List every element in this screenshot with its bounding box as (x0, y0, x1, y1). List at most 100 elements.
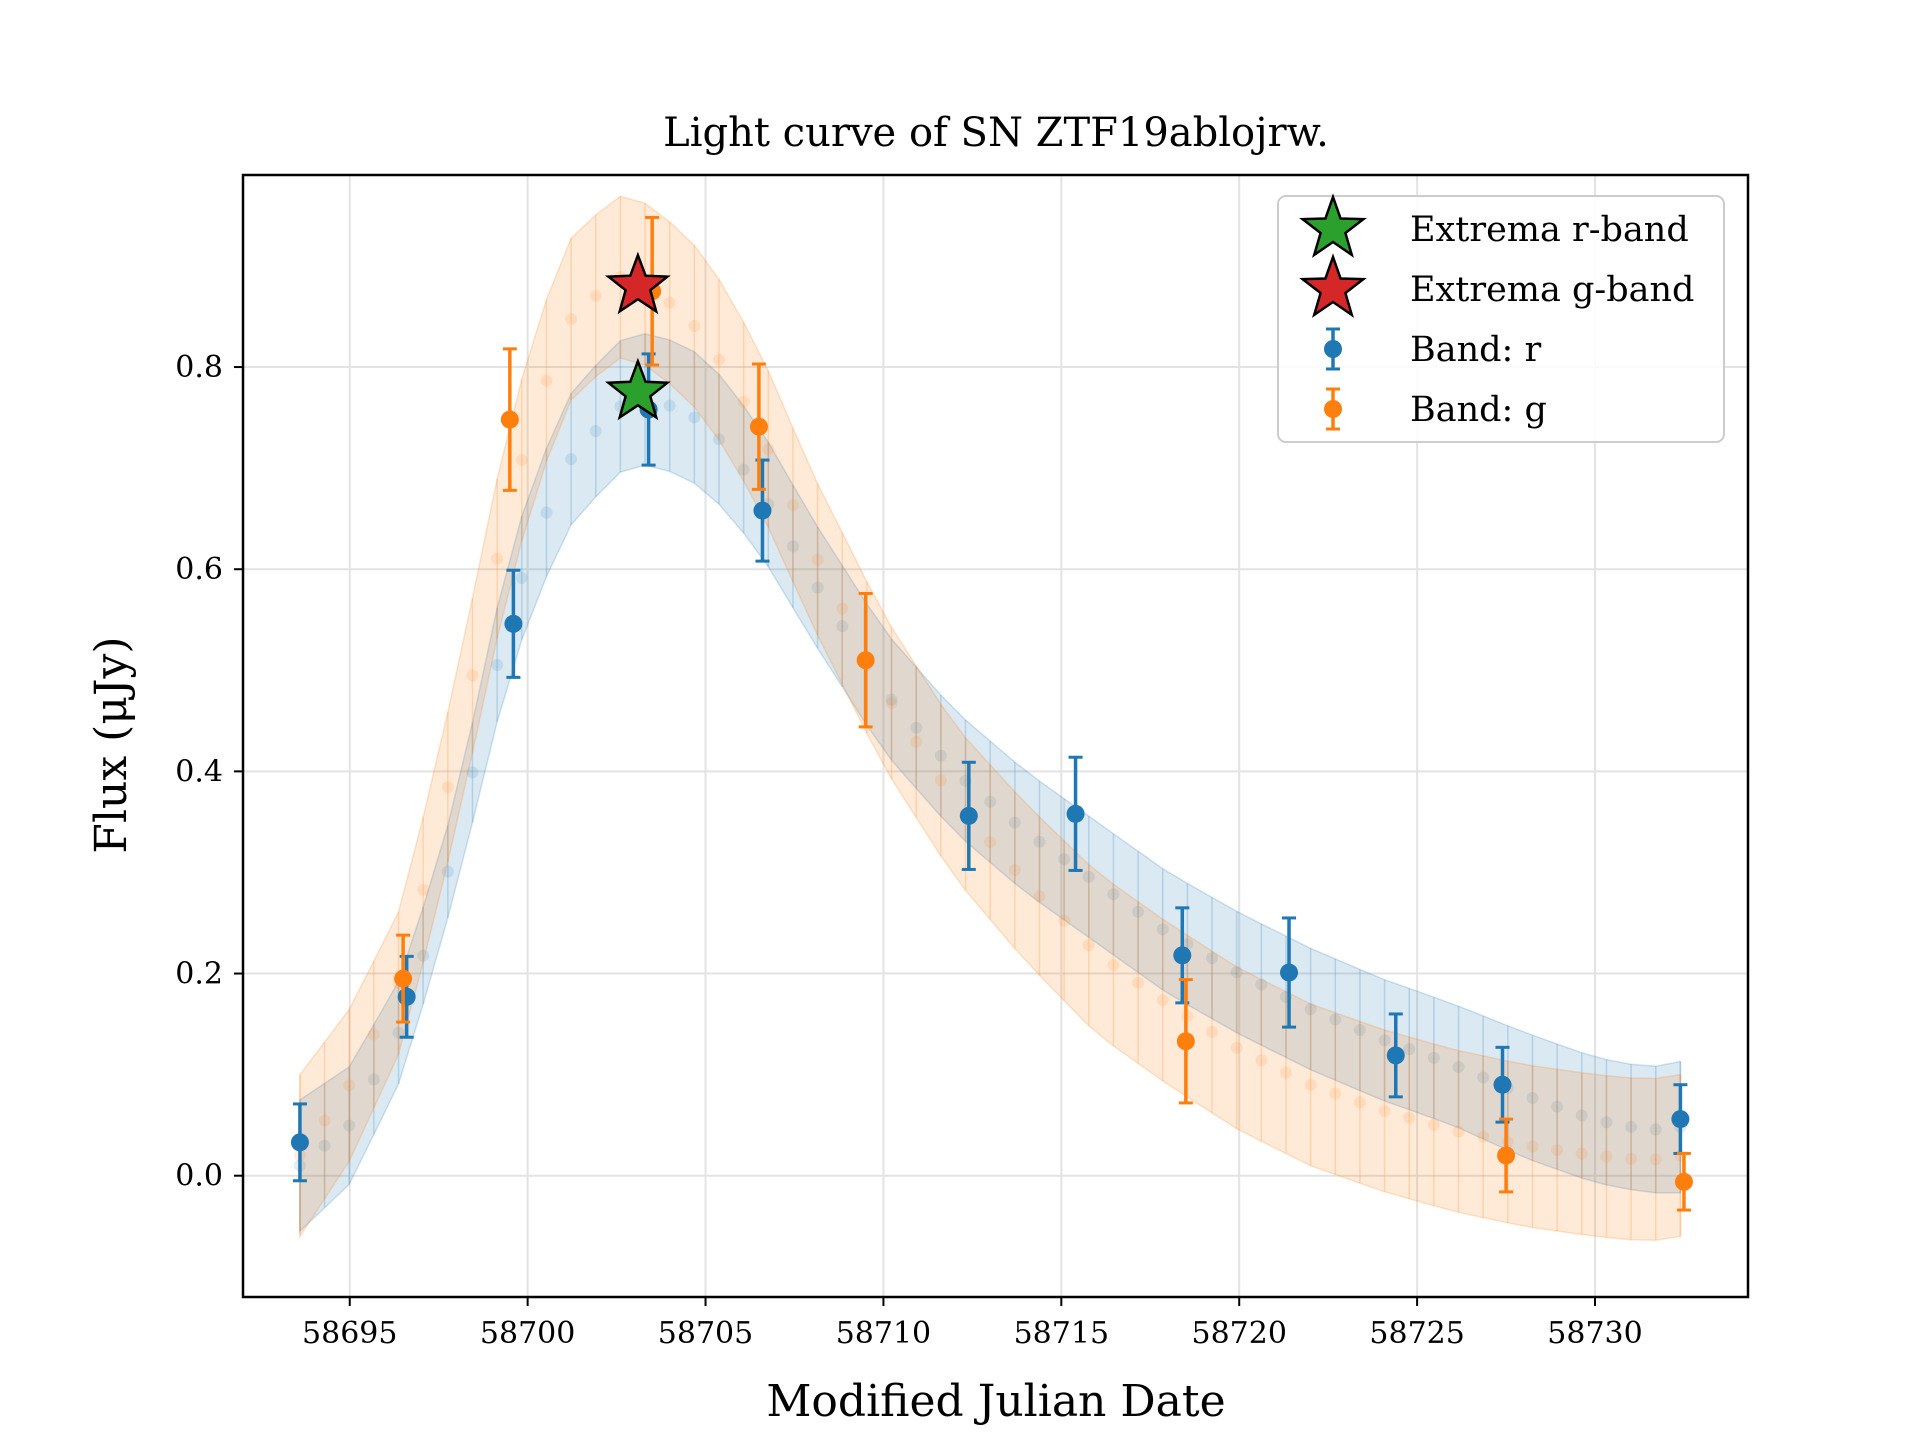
model-point-g (1353, 1096, 1366, 1109)
x-tick-label: 58695 (302, 1316, 397, 1351)
y-tick-label: 0.0 (175, 1159, 223, 1194)
model-point-r (1008, 816, 1021, 829)
legend-items: Extrema r-band Extrema g-band Band: r Band:… (1299, 193, 1694, 431)
model-point-r (1033, 835, 1046, 848)
model-point-r (1255, 978, 1268, 991)
legend-box (1277, 195, 1725, 443)
chart-title: Light curve of SN ZTF19ablojrw. (663, 110, 1329, 156)
model-point-r (441, 865, 454, 878)
model-point-g (910, 735, 923, 748)
band-g-point (856, 651, 875, 670)
model-point-g (663, 296, 676, 309)
x-tick-label: 58715 (1014, 1316, 1109, 1351)
legend-point-icon (1324, 400, 1342, 418)
model-point-r (984, 795, 997, 808)
y-tick-label: 0.8 (175, 350, 223, 385)
legend: Extrema r-band Extrema g-band Band: r Band:… (1277, 193, 1725, 443)
model-point-r (786, 540, 799, 553)
model-bands (293, 195, 1687, 1241)
model-point-g (1206, 1025, 1219, 1038)
model-point-g (786, 499, 799, 512)
band-r-point (1386, 1046, 1405, 1065)
model-point-g (1427, 1118, 1440, 1131)
model-point-r (712, 433, 725, 446)
legend-label: Extrema r-band (1410, 210, 1689, 250)
model-point-g (343, 1079, 356, 1092)
legend-label: Band: g (1410, 390, 1547, 430)
band-r-point (1280, 963, 1299, 982)
model-point-g (1526, 1140, 1539, 1153)
extrema-r-band-star (604, 357, 671, 421)
model-point-g (1600, 1150, 1613, 1163)
model-point-g (885, 697, 898, 710)
y-tick-label: 0.4 (175, 754, 223, 789)
band-r-point (1173, 946, 1192, 965)
model-point-r (417, 949, 430, 962)
model-point-g (540, 374, 553, 387)
model-point-g (491, 552, 504, 565)
band-g-point (394, 969, 413, 988)
model-point-g (737, 395, 750, 408)
legend-label: Band: r (1410, 330, 1541, 370)
model-point-g (1008, 864, 1021, 877)
x-tick-label: 58730 (1547, 1316, 1642, 1351)
legend-star-icon (1299, 193, 1367, 258)
model-point-g (1649, 1153, 1662, 1166)
model-point-r (688, 411, 701, 424)
model-point-g (1082, 939, 1095, 952)
model-point-g (367, 1028, 380, 1041)
model-point-r (540, 506, 553, 519)
model-point-r (737, 463, 750, 476)
model-point-g (1403, 1111, 1416, 1124)
extrema-g-band-star (604, 251, 671, 315)
model-point-g (1058, 914, 1071, 927)
model-point-g (1107, 959, 1120, 972)
model-point-r (1058, 853, 1071, 866)
grid (243, 175, 1748, 1297)
model-point-g (1132, 976, 1145, 989)
band-r-point (1493, 1075, 1512, 1094)
band-r-point (959, 806, 978, 825)
x-tick-label: 58725 (1369, 1316, 1464, 1351)
model-point-r (491, 659, 504, 672)
model-point-r (663, 399, 676, 412)
model-point-r (1156, 923, 1169, 936)
x-axis-title: Modified Julian Date (766, 1376, 1225, 1427)
model-point-r (885, 693, 898, 706)
y-axis-title: Flux (μJy) (86, 636, 137, 853)
model-point-g (984, 836, 997, 849)
model-point-r (1575, 1109, 1588, 1122)
model-point-r (1353, 1024, 1366, 1037)
model-point-r (836, 620, 849, 633)
model-point-g (1255, 1054, 1268, 1067)
model-point-r (934, 749, 947, 762)
data-series (290, 215, 1693, 1212)
model-point-r (515, 571, 528, 584)
model-band-r (299, 332, 1682, 1234)
model-point-g (565, 313, 578, 326)
model-point-r (589, 425, 602, 438)
band-g-point (749, 417, 768, 436)
x-tick-label: 58710 (836, 1316, 931, 1351)
model-point-g (1575, 1147, 1588, 1160)
model-point-g (1033, 890, 1046, 903)
x-tick-label: 58720 (1191, 1316, 1286, 1351)
band-g-point (1674, 1172, 1693, 1191)
legend-label: Extrema g-band (1410, 270, 1694, 310)
model-point-r (565, 453, 578, 466)
model-point-r (466, 766, 479, 779)
band-r-point (1671, 1110, 1690, 1129)
model-point-g (1477, 1130, 1490, 1143)
model-band-g (299, 195, 1682, 1241)
model-point-r (1230, 966, 1243, 979)
model-point-r (1378, 1034, 1391, 1047)
model-point-r (1132, 905, 1145, 918)
band-r-point (290, 1133, 309, 1152)
model-point-r (1082, 870, 1095, 883)
model-point-r (343, 1119, 356, 1132)
axes-frame (241, 173, 1750, 1299)
model-point-g (1378, 1104, 1391, 1117)
model-point-r (811, 581, 824, 594)
model-point-g (688, 320, 701, 333)
model-point-g (836, 602, 849, 615)
